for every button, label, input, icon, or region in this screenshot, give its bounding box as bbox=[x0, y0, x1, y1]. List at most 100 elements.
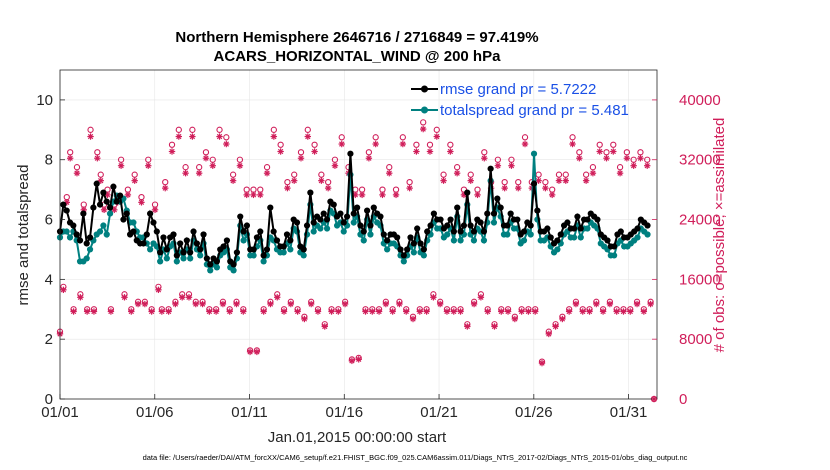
obs-possible-point bbox=[202, 149, 210, 156]
obs-assimilated-point bbox=[467, 177, 474, 184]
obs-possible-point bbox=[576, 149, 583, 156]
obs-assimilated-point bbox=[620, 308, 627, 315]
obs-assimilated-point bbox=[226, 308, 233, 315]
obs-possible-point bbox=[311, 141, 318, 148]
point-totalspread bbox=[367, 231, 374, 238]
obs-possible-point bbox=[209, 156, 216, 163]
obs-possible-point bbox=[223, 134, 230, 141]
point-rmse bbox=[377, 213, 384, 220]
point-rmse bbox=[430, 210, 437, 217]
point-rmse bbox=[460, 222, 468, 229]
obs-assimilated-point bbox=[555, 177, 563, 184]
axes bbox=[59, 69, 658, 400]
obs-assimilated-point bbox=[586, 308, 593, 315]
point-totalspread bbox=[240, 237, 247, 244]
obs-assimilated-point bbox=[606, 300, 614, 308]
point-rmse bbox=[113, 198, 120, 205]
point-rmse bbox=[604, 237, 611, 244]
obs-possible-point bbox=[67, 149, 74, 156]
data-file-footnote: data file: /Users/raeder/DAI/ATM_forcXX/… bbox=[143, 453, 688, 462]
obs-assimilated-point bbox=[185, 294, 193, 301]
point-rmse bbox=[323, 216, 331, 223]
point-rmse bbox=[380, 231, 387, 238]
point-totalspread bbox=[83, 255, 90, 262]
obs-assimilated-point bbox=[328, 308, 335, 315]
point-rmse bbox=[263, 246, 271, 253]
point-totalspread bbox=[584, 225, 591, 232]
point-rmse bbox=[564, 219, 571, 226]
point-totalspread bbox=[520, 237, 528, 244]
obs-possible-point bbox=[644, 156, 651, 163]
obs-assimilated-point bbox=[355, 356, 362, 363]
obs-assimilated-point bbox=[324, 184, 332, 192]
obs-assimilated-point bbox=[386, 169, 393, 177]
point-totalspread bbox=[644, 231, 651, 238]
obs-assimilated-point bbox=[426, 148, 434, 155]
point-rmse bbox=[343, 213, 351, 220]
obs-assimilated-point bbox=[199, 300, 206, 308]
obs-assimilated-point bbox=[331, 162, 339, 169]
obs-assimilated-point bbox=[379, 191, 386, 199]
obs-possible-point bbox=[440, 171, 447, 178]
point-rmse bbox=[287, 237, 294, 244]
point-rmse bbox=[250, 246, 257, 253]
obs-assimilated-point bbox=[504, 308, 512, 315]
obs-assimilated-point bbox=[223, 140, 230, 148]
obs-assimilated-point bbox=[73, 169, 81, 177]
point-totalspread bbox=[554, 246, 561, 253]
point-rmse bbox=[447, 216, 454, 223]
obs-assimilated-point bbox=[318, 177, 325, 184]
point-rmse bbox=[487, 165, 494, 172]
y-right-axis-label: # of obs: o=possible; ×=assimilated bbox=[711, 118, 728, 353]
point-rmse bbox=[350, 210, 357, 217]
obs-possible-point bbox=[175, 126, 182, 133]
obs-possible-point bbox=[168, 141, 176, 148]
obs-possible-point bbox=[94, 149, 101, 156]
point-rmse bbox=[197, 246, 204, 253]
point-rmse bbox=[283, 231, 291, 238]
x-tick-label: 01/26 bbox=[515, 404, 553, 421]
obs-assimilated-point bbox=[66, 155, 74, 162]
obs-assimilated-point bbox=[206, 308, 213, 315]
obs-assimilated-point bbox=[644, 162, 651, 169]
obs-possible-point bbox=[386, 164, 393, 171]
point-rmse bbox=[577, 225, 584, 232]
obs-assimilated-point bbox=[284, 184, 291, 192]
point-rmse bbox=[410, 240, 417, 247]
point-rmse bbox=[364, 207, 371, 214]
point-totalspread bbox=[173, 258, 180, 265]
point-rmse bbox=[76, 237, 84, 244]
obs-possible-point bbox=[630, 156, 637, 163]
point-rmse bbox=[173, 252, 180, 259]
obs-assimilated-point bbox=[596, 148, 603, 155]
obs-assimilated-point bbox=[627, 308, 634, 315]
obs-assimilated-point bbox=[453, 169, 461, 177]
point-rmse bbox=[357, 222, 364, 229]
obs-possible-point bbox=[555, 171, 563, 178]
obs-assimilated-point bbox=[399, 140, 407, 148]
obs-assimilated-point bbox=[233, 300, 240, 308]
point-rmse bbox=[187, 249, 194, 256]
obs-assimilated-point bbox=[178, 294, 186, 301]
obs-assimilated-point bbox=[138, 199, 145, 206]
obs-possible-point bbox=[331, 156, 339, 163]
y-left-axis-ticks: 0 2 4 6 8 10 bbox=[36, 92, 65, 408]
obs-assimilated-point bbox=[83, 308, 91, 315]
point-rmse bbox=[60, 201, 67, 208]
obs-assimilated-point bbox=[375, 308, 383, 315]
point-rmse bbox=[437, 216, 444, 223]
obs-assimilated-point bbox=[630, 162, 637, 169]
point-rmse bbox=[464, 189, 471, 196]
point-rmse bbox=[70, 222, 77, 229]
obs-assimilated-point bbox=[565, 308, 573, 315]
obs-assimilated-point bbox=[637, 155, 644, 162]
point-totalspread bbox=[63, 228, 70, 235]
point-rmse bbox=[96, 201, 104, 208]
point-rmse bbox=[143, 231, 150, 238]
point-rmse bbox=[444, 222, 451, 229]
point-rmse bbox=[80, 210, 87, 217]
x-tick-label: 01/16 bbox=[326, 404, 364, 421]
obs-possible-point bbox=[603, 149, 610, 156]
point-totalspread bbox=[570, 234, 578, 241]
obs-assimilated-point bbox=[145, 162, 152, 169]
